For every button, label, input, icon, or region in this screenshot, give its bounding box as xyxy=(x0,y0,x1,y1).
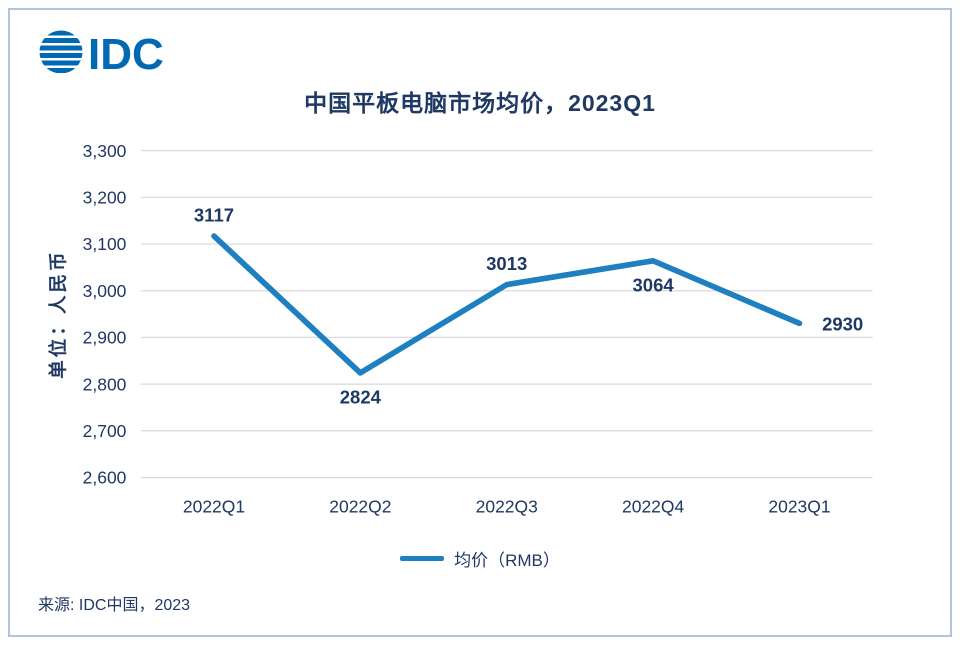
y-axis-tick-labels: 2,600 2,700 2,800 2,900 3,000 3,100 3,200 3,300 xyxy=(83,141,127,488)
y-tick-label: 3,000 xyxy=(83,281,127,301)
gridlines xyxy=(140,149,873,479)
series-line xyxy=(211,233,803,376)
logo-text: IDC xyxy=(88,30,164,76)
data-label: 2930 xyxy=(822,314,863,335)
x-axis-tick-labels: 2022Q1 2022Q2 2022Q3 2022Q4 2023Q1 xyxy=(183,496,831,516)
idc-logo: IDC xyxy=(39,30,164,76)
y-tick-label: 2,600 xyxy=(83,468,127,488)
y-axis-title: 单位：人民币 xyxy=(48,249,69,379)
data-label: 3013 xyxy=(486,253,527,274)
data-label: 3117 xyxy=(194,205,234,226)
x-tick-label: 2022Q1 xyxy=(183,496,245,516)
y-tick-label: 2,700 xyxy=(83,421,127,441)
source-text: 来源: IDC中国，2023 xyxy=(38,597,191,615)
data-label: 3064 xyxy=(633,275,675,296)
legend: 均价（RMB） xyxy=(38,546,922,571)
y-tick-label: 3,100 xyxy=(83,234,127,254)
legend-label: 均价（RMB） xyxy=(454,551,560,571)
x-tick-label: 2022Q2 xyxy=(329,496,391,516)
data-labels: 3117 2824 3013 3064 2930 xyxy=(194,205,863,408)
data-label: 2824 xyxy=(340,387,382,408)
x-tick-label: 2023Q1 xyxy=(768,496,830,516)
chart-title: 中国平板电脑市场均价，2023Q1 xyxy=(304,90,656,116)
y-tick-label: 3,300 xyxy=(83,141,127,161)
x-tick-label: 2022Q3 xyxy=(476,496,538,516)
y-tick-label: 2,800 xyxy=(83,374,127,394)
globe-icon xyxy=(39,30,83,73)
x-tick-label: 2022Q4 xyxy=(622,496,684,516)
chart-card: IDC 中国平板电脑市场均价，2023Q1 2,600 2,700 2,800 2,9… xyxy=(8,8,952,637)
line-chart: 2,600 2,700 2,800 2,900 3,000 3,100 3,200 3,300… xyxy=(48,141,873,516)
chart-area: 2,600 2,700 2,800 2,900 3,000 3,100 3,200 3,300… xyxy=(38,128,922,544)
average-price-line xyxy=(211,233,803,376)
legend-line-marker xyxy=(400,556,445,562)
y-tick-label: 3,200 xyxy=(83,187,127,207)
y-tick-label: 2,900 xyxy=(83,328,127,348)
